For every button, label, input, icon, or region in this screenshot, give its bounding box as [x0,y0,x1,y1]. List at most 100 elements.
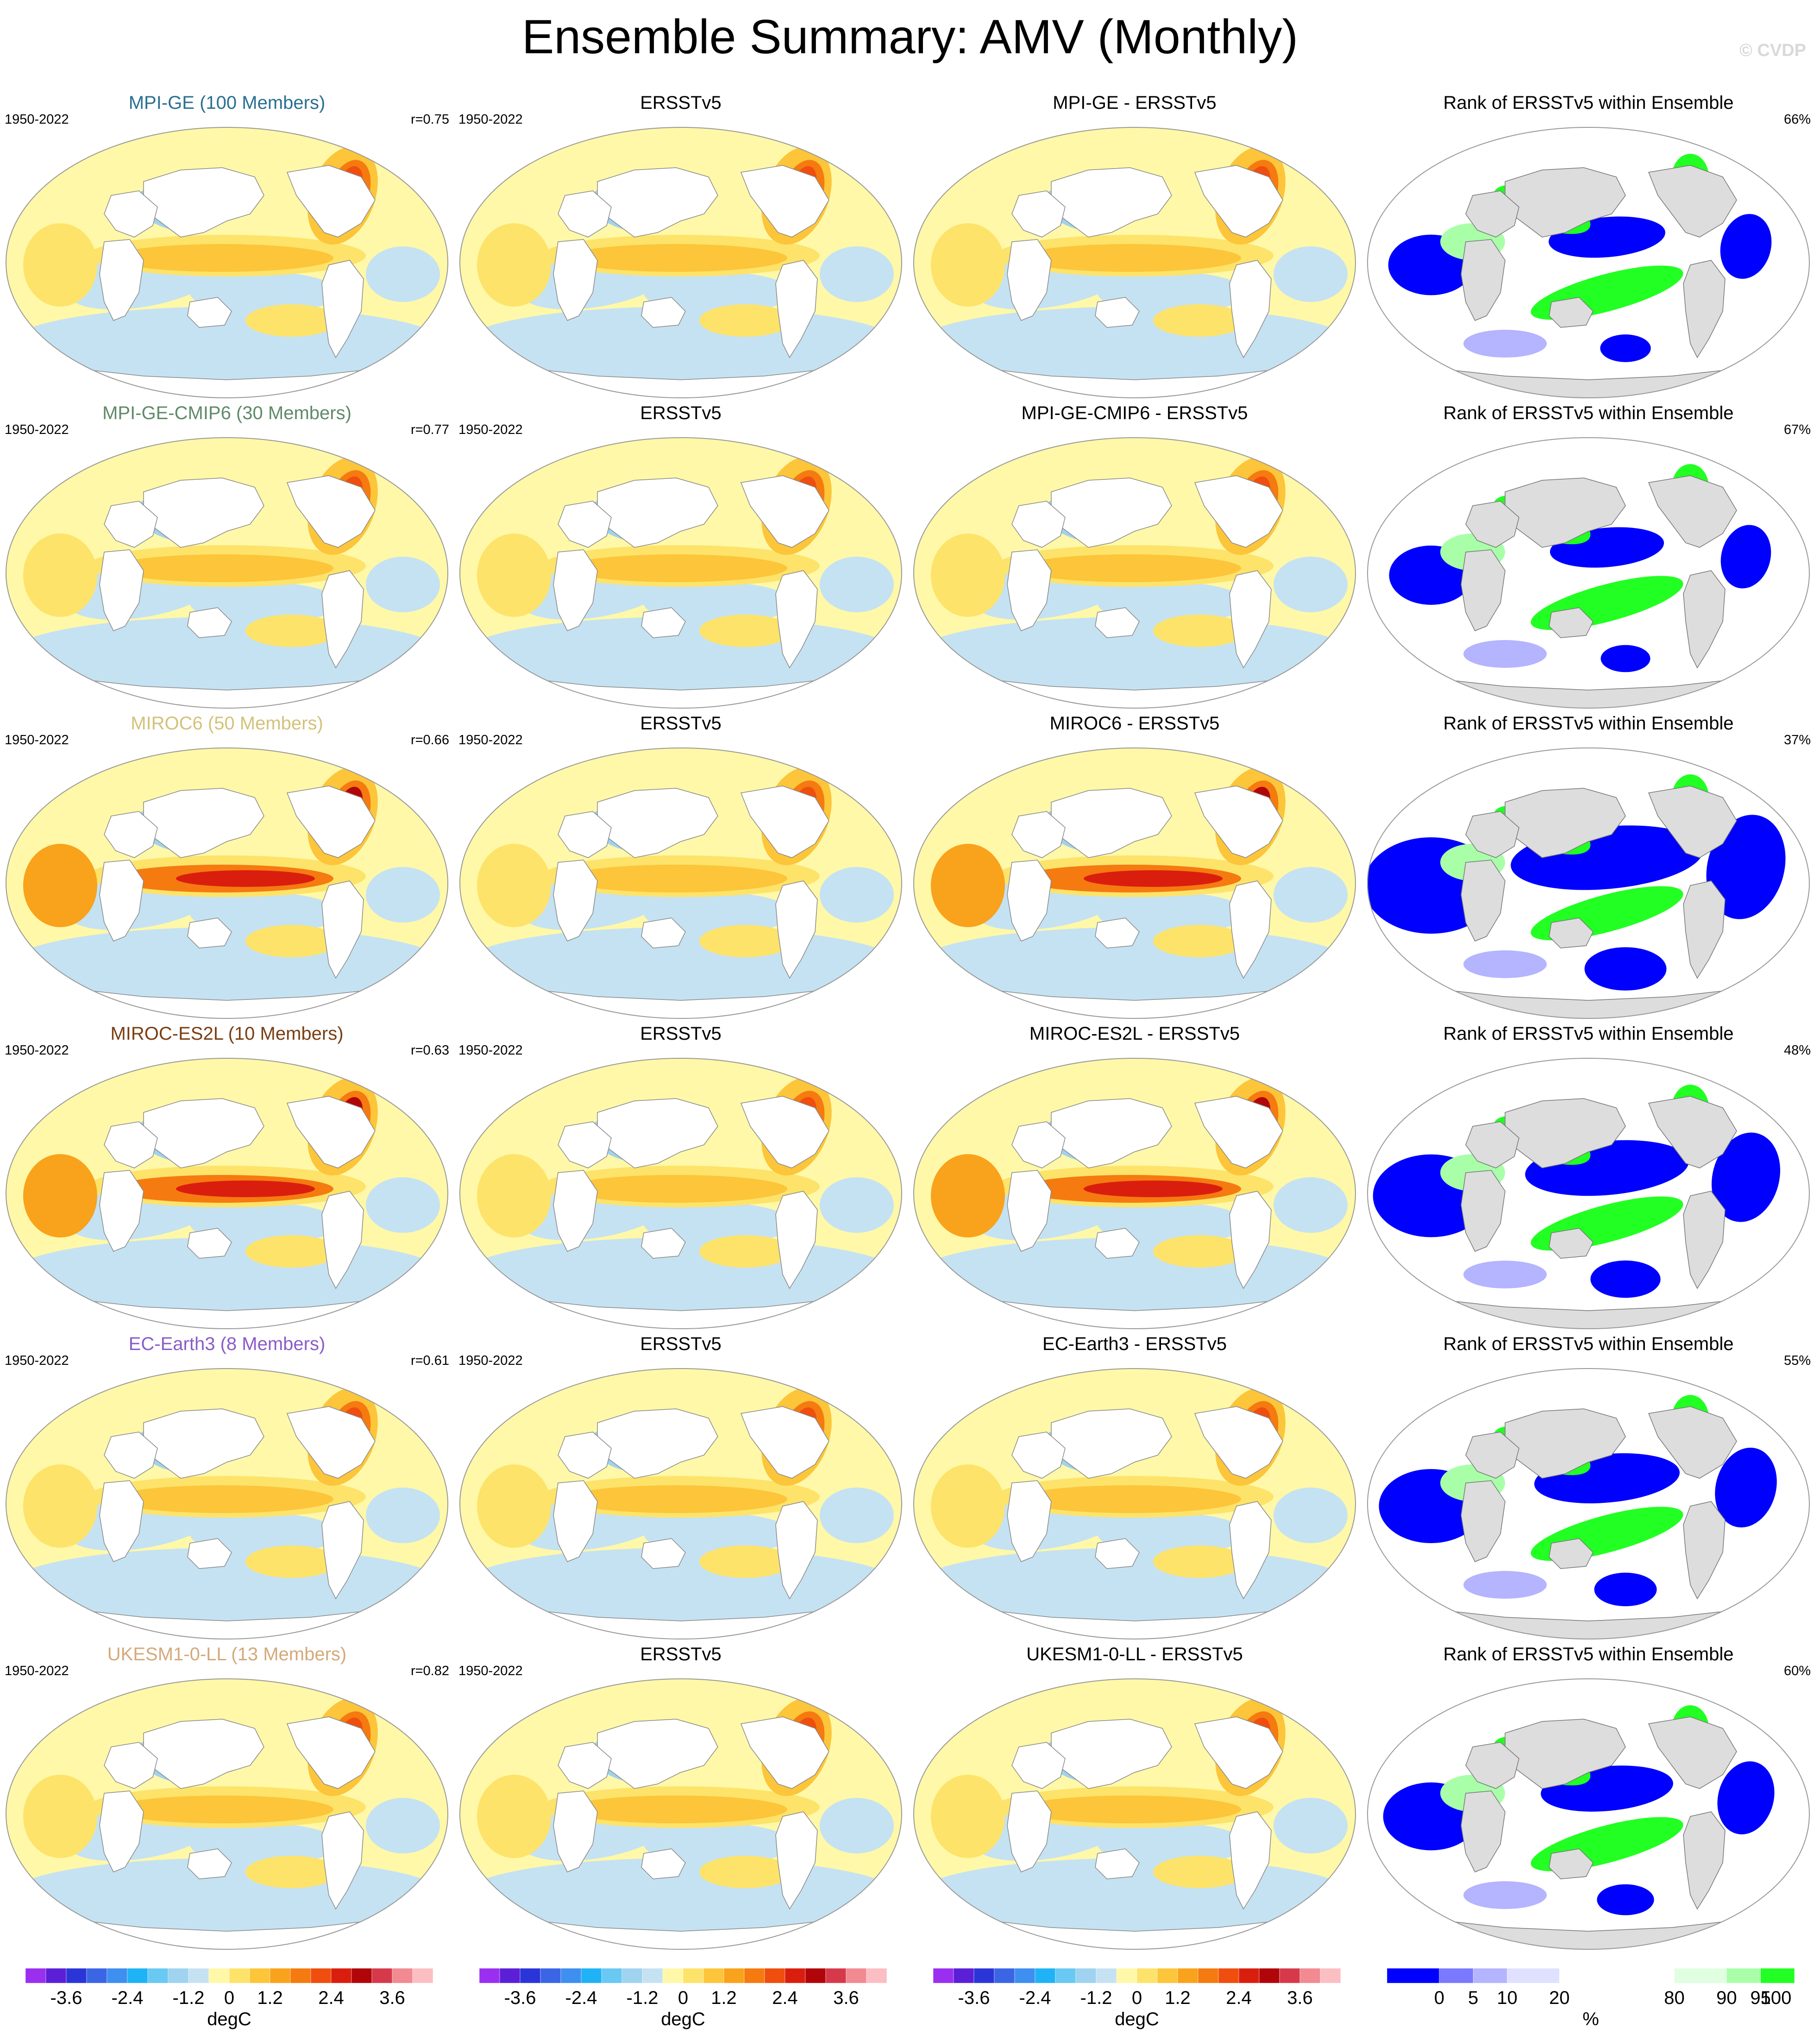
panel-title: MPI-GE-CMIP6 (30 Members) [102,403,351,423]
colorbar-tick-label: -3.6 [504,1988,536,2008]
colorbar-swatch [581,1968,602,1983]
colorbar-tick-label: 3.6 [833,1988,859,2008]
colorbar-tick-label: 2.4 [1226,1988,1252,2008]
colorbar-swatches [933,1968,1341,1983]
colorbar-swatch [479,1968,500,1983]
panel-r4-c3: MIROC-ES2L - ERSSTv5 [912,1024,1357,1334]
pattern-correlation: r=0.82 [410,1664,449,1678]
sst-map [913,1368,1356,1639]
panel-title: UKESM1-0-LL (13 Members) [107,1644,347,1664]
pattern-correlation: r=0.61 [410,1353,449,1368]
colorbar-swatch [371,1968,393,1983]
sst-map [913,437,1356,709]
colorbar-swatch [1055,1968,1076,1983]
colorbar-swatch [744,1968,765,1983]
panel-title: ERSSTv5 [640,1334,722,1354]
colorbar-tick-label: -2.4 [565,1988,597,2008]
panel-r1-c2: ERSSTv5 1950-2022 [458,93,903,403]
sst-colorbar-col1: -3.6 -2.4 -1.2 0 1.2 2.4 3.6 degC [25,1968,433,2029]
colorbar-swatch [683,1968,704,1983]
colorbar-unit: degC [207,2009,251,2029]
colorbar-swatch [147,1968,169,1983]
sst-map [459,1368,902,1639]
panel-r5-c4: Rank of ERSSTv5 within Ensemble 55% [1366,1334,1811,1644]
colorbar-swatch [540,1968,561,1983]
rank-map [1367,1678,1810,1950]
panel-title: UKESM1-0-LL - ERSSTv5 [1026,1644,1243,1664]
panel-title: MIROC-ES2L - ERSSTv5 [1029,1024,1240,1044]
colorbar-swatch [601,1968,622,1983]
colorbar-swatch [1075,1968,1097,1983]
sst-map [459,747,902,1019]
colorbar-tick-label: 10 [1497,1988,1518,2008]
colorbar-swatch [1136,1968,1158,1983]
panel-title: MPI-GE-CMIP6 - ERSSTv5 [1021,403,1248,423]
panel-title: MPI-GE (100 Members) [128,93,326,113]
colorbar-swatch [1760,1968,1795,1983]
colorbar-swatch [846,1968,867,1983]
sst-map [459,1058,902,1329]
colorbar-tick-label: 0 [1131,1988,1142,2008]
panel-title: ERSSTv5 [640,403,722,423]
panel-r1-c4: Rank of ERSSTv5 within Ensemble 66% [1366,93,1811,403]
colorbar-swatch [1014,1968,1036,1983]
sst-map [913,127,1356,398]
colorbar-swatch [1177,1968,1199,1983]
colorbar-swatch [45,1968,67,1983]
colorbar-swatch [1320,1968,1341,1983]
panel-title: Rank of ERSSTv5 within Ensemble [1443,1334,1734,1354]
rank-percent: 66% [1783,112,1811,127]
colorbar-tick-label: 90 [1716,1988,1737,2008]
colorbar-swatch [1259,1968,1280,1983]
period-label: 1950-2022 [458,1664,523,1678]
colorbar-swatch [866,1968,887,1983]
colorbar-tick-label: 100 [1760,1988,1792,2008]
sst-map [6,1678,448,1950]
colorbar-swatch [994,1968,1015,1983]
colorbar-swatch [1238,1968,1260,1983]
rank-percent: 60% [1783,1664,1811,1678]
colorbar-swatch [1218,1968,1239,1983]
colorbar-swatch [270,1968,291,1983]
colorbar-swatches [25,1968,433,1983]
colorbar-swatch [351,1968,372,1983]
period-label: 1950-2022 [458,112,523,127]
sst-map [913,1678,1356,1950]
sst-map [6,437,448,709]
panel-r6-c3: UKESM1-0-LL - ERSSTv5 [912,1644,1357,1954]
colorbar-swatch [973,1968,995,1983]
colorbar-tick-label: 1.2 [1165,1988,1191,2008]
sst-map [459,437,902,709]
sst-map [6,127,448,398]
colorbar-tick-label: 0 [1434,1988,1444,2008]
rank-map [1367,1368,1810,1639]
colorbar-tick-label: 2.4 [318,1988,344,2008]
panel-title: EC-Earth3 - ERSSTv5 [1042,1334,1227,1354]
panel-title: ERSSTv5 [640,1644,722,1664]
period-label: 1950-2022 [5,112,69,127]
colorbar-swatch [1439,1968,1474,1983]
colorbar-swatch [331,1968,352,1983]
panel-r4-c2: ERSSTv5 1950-2022 [458,1024,903,1334]
panel-r6-c1: UKESM1-0-LL (13 Members) 1950-2022 r=0.82 [5,1644,449,1954]
colorbar-swatch [127,1968,148,1983]
colorbar-swatch [1473,1968,1507,1983]
colorbar-swatch [310,1968,332,1983]
colorbar-swatch [1116,1968,1137,1983]
panel-title: Rank of ERSSTv5 within Ensemble [1443,713,1734,734]
pattern-correlation: r=0.75 [410,112,449,127]
sst-colorbar-col2: -3.6 -2.4 -1.2 0 1.2 2.4 3.6 degC [479,1968,887,2029]
panel-r4-c1: MIROC-ES2L (10 Members) 1950-2022 r=0.63 [5,1024,449,1334]
colorbar-swatch [662,1968,684,1983]
colorbar-swatch [723,1968,745,1983]
colorbar-swatches [479,1968,887,1983]
colorbar-swatch [1507,1968,1560,1983]
page-title: Ensemble Summary: AMV (Monthly) [521,10,1299,64]
colorbar-tick-label: 5 [1468,1988,1479,2008]
panel-r2-c3: MPI-GE-CMIP6 - ERSSTv5 [912,403,1357,713]
panel-title: Rank of ERSSTv5 within Ensemble [1443,403,1734,423]
colorbar-unit: degC [1115,2009,1159,2029]
colorbar-tick-label: -1.2 [626,1988,659,2008]
period-label: 1950-2022 [5,422,69,437]
colorbar-tick-label: -3.6 [958,1988,990,2008]
